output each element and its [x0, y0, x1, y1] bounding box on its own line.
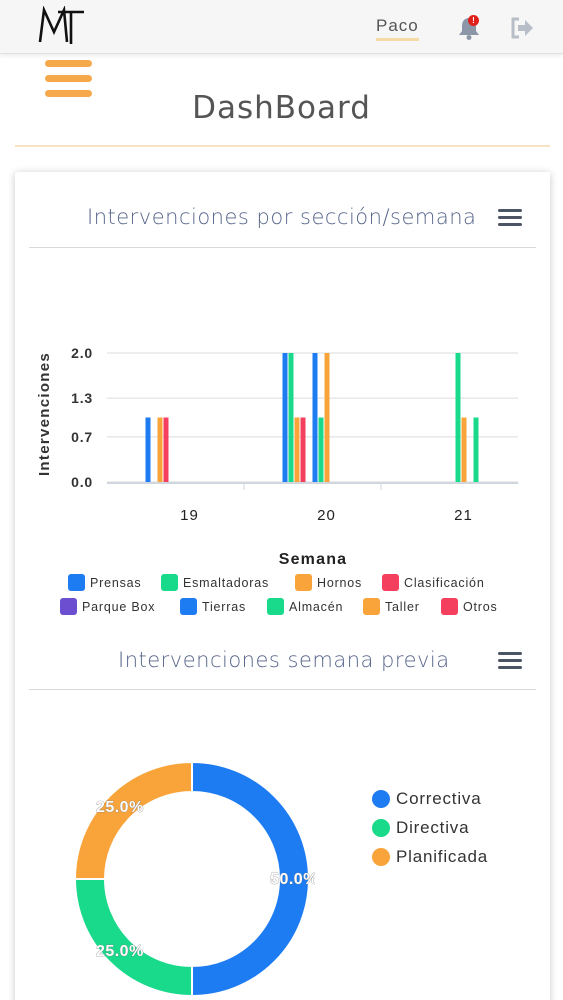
hamburger-line	[45, 75, 92, 82]
bar-clasificación[interactable]	[300, 417, 306, 483]
donut-legend-item-correctiva[interactable]: Correctiva	[372, 789, 481, 809]
legend-item-parque-box[interactable]: Parque Box	[60, 598, 155, 615]
legend-swatch	[180, 598, 197, 615]
bar-esmaltadoras[interactable]	[288, 353, 294, 482]
user-name[interactable]: Paco	[376, 16, 419, 41]
y-axis-label: Intervenciones	[36, 352, 53, 476]
legend-dot	[372, 790, 390, 808]
bar-clasificación[interactable]	[163, 417, 169, 483]
x-tick-label: 20	[317, 507, 336, 524]
legend-dot	[372, 819, 390, 837]
legend-item-clasificación[interactable]: Clasificación	[382, 574, 485, 591]
legend-label: Esmaltadoras	[183, 575, 270, 590]
x-tick-label: 21	[454, 507, 473, 524]
x-axis-label: Semana	[279, 551, 348, 568]
legend-swatch	[60, 598, 77, 615]
bar-prensas[interactable]	[145, 417, 151, 483]
legend-label: Parque Box	[82, 599, 156, 614]
bar-taller[interactable]	[461, 417, 467, 483]
y-tick-label: 1.3	[71, 390, 93, 406]
bar-extra[interactable]	[473, 417, 479, 483]
legend-swatch	[382, 574, 399, 591]
bar-hornos[interactable]	[157, 417, 163, 483]
pie-chart-menu-icon[interactable]	[498, 652, 522, 670]
donut-slice-correctiva[interactable]	[191, 760, 310, 998]
donut-chart: 50.0% 25.0% 25.0%	[73, 760, 315, 998]
legend-label: Tierras	[202, 599, 247, 614]
bar-chart: 0.0 0.7 1.3 2.0 19 20 21 Intervenciones Seman…	[36, 345, 518, 568]
pie-chart-divider	[29, 689, 536, 690]
y-tick-label: 2.0	[71, 345, 93, 361]
x-tick-label: 19	[180, 507, 199, 524]
donut-slice-directiva[interactable]	[73, 878, 193, 998]
legend-label: Hornos	[317, 575, 363, 590]
legend-label: Otros	[463, 599, 498, 614]
bar-chart-title: Intervenciones por sección/semana	[87, 205, 477, 229]
legend-swatch	[363, 598, 380, 615]
dashboard-card: Intervenciones por sección/semana 0.0 0.7…	[15, 172, 550, 1000]
legend-item-almacén[interactable]: Almacén	[267, 598, 343, 615]
logout-icon[interactable]	[510, 17, 534, 39]
pie-chart-title: Intervenciones semana previa	[118, 648, 450, 672]
bar-almacén[interactable]	[455, 353, 461, 482]
donut-slice-planificada[interactable]	[73, 760, 193, 880]
bar-chart-divider	[29, 247, 536, 248]
legend-label: Almacén	[289, 599, 344, 614]
bar-hornos[interactable]	[294, 417, 300, 483]
legend-item-esmaltadoras[interactable]: Esmaltadoras	[161, 574, 269, 591]
bar-prensas[interactable]	[282, 353, 288, 482]
bar-taller[interactable]	[324, 353, 330, 482]
legend-swatch	[68, 574, 85, 591]
legend-label: Correctiva	[396, 789, 482, 808]
donut-slice-label: 50.0%	[270, 871, 315, 888]
legend-swatch	[295, 574, 312, 591]
mt-logo-icon[interactable]	[36, 6, 86, 46]
title-divider	[15, 145, 550, 147]
y-tick-label: 0.7	[71, 429, 93, 445]
legend-item-otros[interactable]: Otros	[441, 598, 498, 615]
legend-item-tierras[interactable]: Tierras	[180, 598, 246, 615]
legend-item-taller[interactable]: Taller	[363, 598, 420, 615]
donut-legend-item-directiva[interactable]: Directiva	[372, 818, 469, 838]
legend-swatch	[267, 598, 284, 615]
bar-almacén[interactable]	[318, 417, 324, 483]
legend-dot	[372, 848, 390, 866]
top-bar: Paco !	[0, 0, 563, 54]
legend-label: Planificada	[396, 847, 488, 866]
legend-label: Taller	[385, 599, 420, 614]
y-tick-label: 0.0	[71, 474, 93, 490]
donut-slice-label: 25.0%	[96, 943, 144, 960]
donut-slice-label: 25.0%	[96, 799, 144, 816]
legend-swatch	[161, 574, 178, 591]
hamburger-line	[45, 60, 92, 67]
legend-item-hornos[interactable]: Hornos	[295, 574, 362, 591]
hamburger-line	[45, 90, 92, 97]
legend-item-prensas[interactable]: Prensas	[68, 574, 141, 591]
donut-legend-item-planificada[interactable]: Planificada	[372, 847, 488, 867]
legend-label: Clasificación	[404, 575, 485, 590]
notification-badge: !	[468, 15, 479, 26]
legend-label: Prensas	[90, 575, 142, 590]
legend-label: Directiva	[396, 818, 470, 837]
bar-chart-menu-icon[interactable]	[498, 209, 522, 227]
hamburger-menu-button[interactable]	[45, 60, 92, 100]
bar-tierras[interactable]	[312, 353, 318, 482]
legend-swatch	[441, 598, 458, 615]
page-title: DashBoard	[192, 90, 371, 126]
